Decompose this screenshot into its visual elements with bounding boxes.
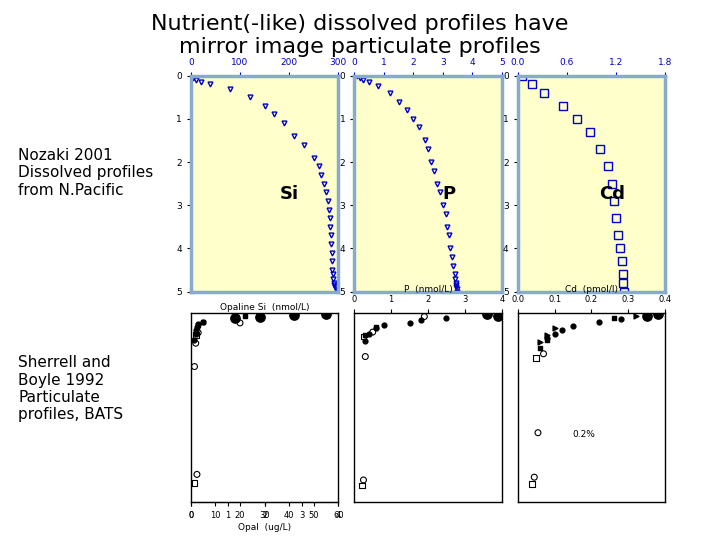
Point xyxy=(541,333,553,342)
Point xyxy=(541,336,553,345)
Point xyxy=(630,312,642,321)
Point xyxy=(528,473,540,482)
Point xyxy=(189,478,200,487)
Point xyxy=(378,321,390,329)
Point xyxy=(192,328,204,337)
Point xyxy=(192,320,204,329)
Point xyxy=(356,481,367,490)
Point xyxy=(359,336,371,345)
Point xyxy=(190,330,202,339)
Point xyxy=(288,310,300,319)
Point xyxy=(190,339,202,348)
Point xyxy=(526,480,538,489)
Point xyxy=(538,349,549,358)
Point xyxy=(189,335,200,344)
Point xyxy=(567,322,579,330)
Point xyxy=(534,344,546,353)
Point xyxy=(229,314,240,322)
Point xyxy=(254,312,266,321)
Text: Nozaki 2001
Dissolved profiles
from N.Pacific: Nozaki 2001 Dissolved profiles from N.Pa… xyxy=(18,148,153,198)
Point xyxy=(404,319,415,327)
Point xyxy=(371,322,382,331)
Point xyxy=(359,352,371,361)
Text: Si: Si xyxy=(279,185,299,202)
Point xyxy=(189,362,200,371)
Point xyxy=(532,428,544,437)
Point xyxy=(441,313,452,322)
Point xyxy=(239,312,251,320)
Point xyxy=(367,328,379,336)
Point xyxy=(190,331,202,340)
Point xyxy=(192,323,203,332)
Point xyxy=(320,309,332,318)
Point xyxy=(359,331,371,340)
Point xyxy=(192,470,203,479)
Point xyxy=(415,315,426,324)
Point xyxy=(549,324,560,333)
Text: Sherrell and
Boyle 1992
Particulate
profiles, BATS: Sherrell and Boyle 1992 Particulate prof… xyxy=(18,355,123,422)
Point xyxy=(541,330,553,339)
Point xyxy=(192,321,204,330)
Text: Nutrient(-like) dissolved profiles have
mirror image particulate profiles: Nutrient(-like) dissolved profiles have … xyxy=(151,14,569,57)
X-axis label: P  (nmol/L): P (nmol/L) xyxy=(404,286,452,294)
Point xyxy=(358,332,369,341)
Text: 0.2%: 0.2% xyxy=(572,430,595,439)
X-axis label: Cd  (pmol/l): Cd (pmol/l) xyxy=(565,286,618,294)
Point xyxy=(418,312,430,321)
X-axis label: Opal  (ug/L): Opal (ug/L) xyxy=(238,523,291,532)
Point xyxy=(549,329,560,338)
Point xyxy=(358,476,369,484)
X-axis label: Opaline Si  (nmol/L): Opaline Si (nmol/L) xyxy=(220,303,310,313)
Text: Cd: Cd xyxy=(599,185,625,202)
Text: P: P xyxy=(443,185,456,202)
Point xyxy=(190,326,202,335)
Point xyxy=(652,310,664,319)
Point xyxy=(371,323,382,332)
Point xyxy=(364,330,375,339)
Point xyxy=(531,353,542,362)
Point xyxy=(197,317,209,326)
Point xyxy=(197,318,209,326)
Point xyxy=(608,314,619,323)
Point xyxy=(492,312,504,321)
Point xyxy=(641,312,652,321)
Point xyxy=(556,326,567,334)
Point xyxy=(615,314,626,323)
Point xyxy=(534,337,546,346)
Point xyxy=(593,318,605,326)
Point xyxy=(481,310,492,319)
Point xyxy=(234,319,246,327)
